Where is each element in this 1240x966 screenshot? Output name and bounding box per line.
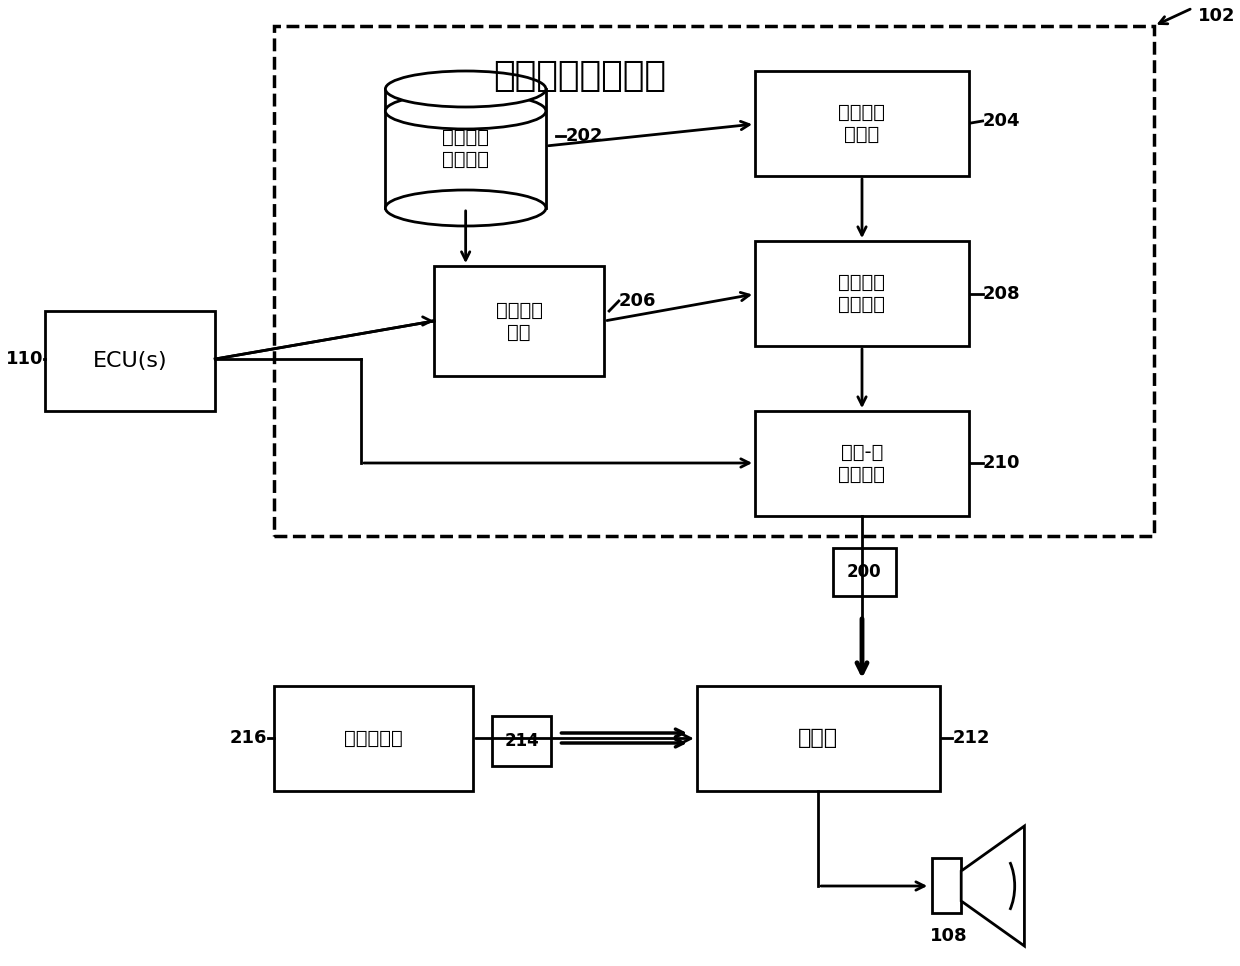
- Text: 210: 210: [982, 454, 1021, 472]
- Text: 自适应带
限滤波器: 自适应带 限滤波器: [838, 273, 885, 314]
- Bar: [274, 686, 472, 791]
- Text: 声音去敏
感器: 声音去敏 感器: [496, 300, 543, 342]
- Text: 媒体播放器: 媒体播放器: [343, 729, 403, 748]
- Text: 110: 110: [5, 350, 43, 368]
- Text: 108: 108: [930, 927, 967, 945]
- Text: 102: 102: [1198, 7, 1235, 25]
- Text: 宽带声音
配置文件: 宽带声音 配置文件: [443, 128, 489, 169]
- Ellipse shape: [386, 93, 546, 129]
- Text: 混合器: 混合器: [799, 728, 838, 749]
- Bar: [386, 89, 546, 208]
- Bar: [434, 266, 604, 376]
- Bar: [274, 26, 1153, 536]
- Bar: [697, 686, 940, 791]
- Bar: [755, 411, 968, 516]
- Text: 212: 212: [952, 729, 990, 747]
- Bar: [45, 311, 216, 411]
- Text: 216: 216: [229, 729, 267, 747]
- Text: 206: 206: [619, 292, 656, 310]
- Bar: [755, 71, 968, 176]
- Bar: [932, 858, 961, 913]
- Ellipse shape: [386, 71, 546, 107]
- Text: ECU(s): ECU(s): [93, 351, 167, 371]
- Ellipse shape: [386, 190, 546, 226]
- Polygon shape: [961, 826, 1024, 946]
- Text: 主动声音去敏感器: 主动声音去敏感器: [494, 59, 666, 93]
- Text: 202: 202: [565, 127, 603, 145]
- Bar: [492, 716, 551, 766]
- Text: 衰退-增
益控制器: 衰退-增 益控制器: [838, 443, 885, 484]
- Text: 208: 208: [982, 285, 1021, 303]
- Text: 200: 200: [847, 563, 882, 581]
- Bar: [755, 241, 968, 346]
- Text: 214: 214: [505, 732, 539, 750]
- Text: 204: 204: [982, 112, 1021, 130]
- Text: 声道随机
发生器: 声道随机 发生器: [838, 103, 885, 144]
- Bar: [833, 548, 897, 596]
